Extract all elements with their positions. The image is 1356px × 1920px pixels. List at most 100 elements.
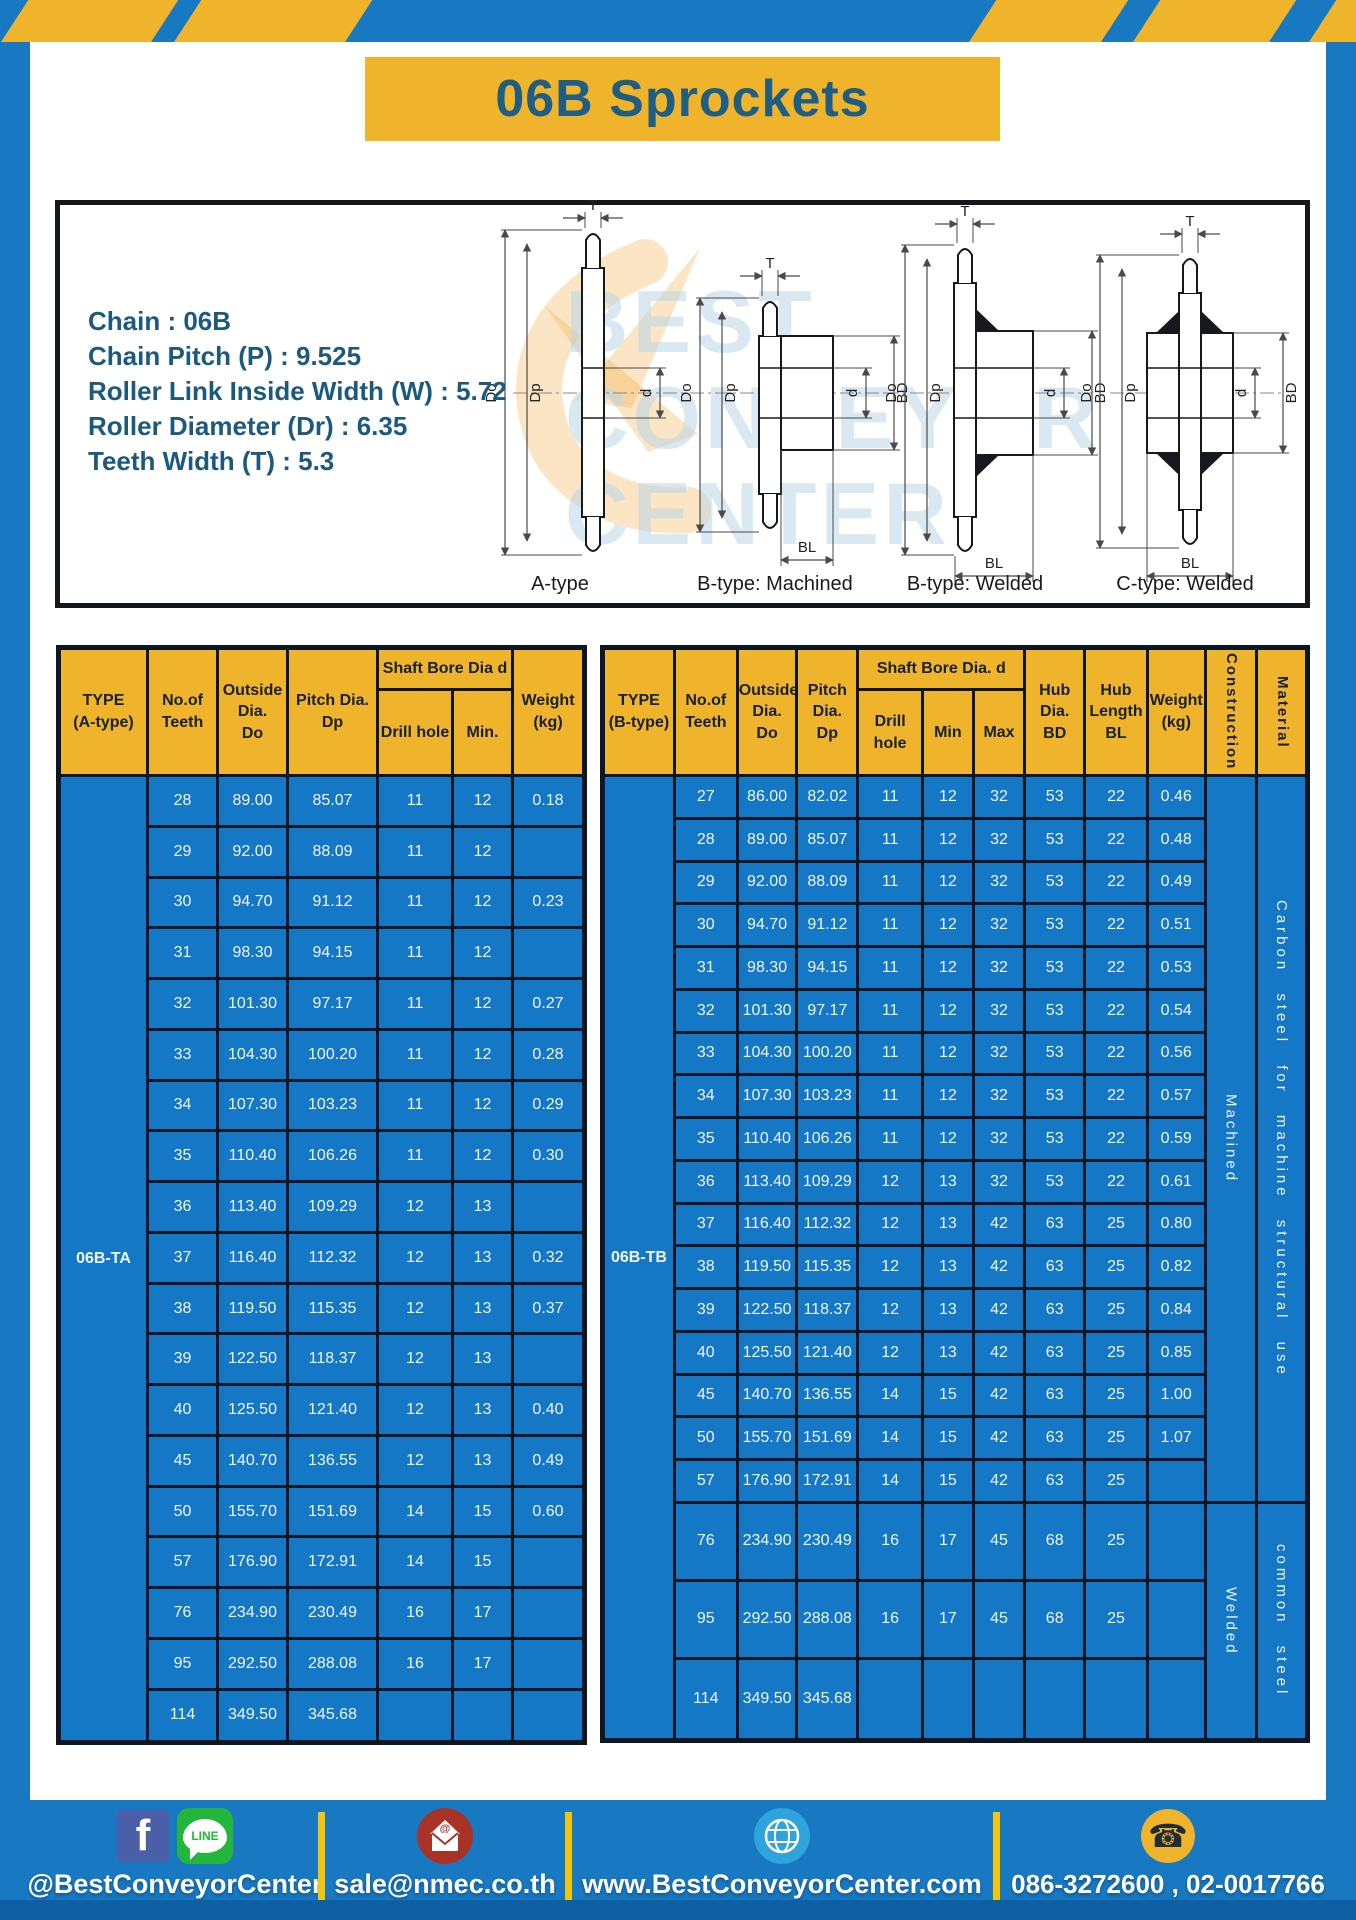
hazard-stripe xyxy=(1305,0,1356,42)
table-row: 35 110.40 106.26 11 12 0.30 xyxy=(59,1129,586,1184)
cell: 85.07 xyxy=(795,816,860,863)
cell: 125.50 xyxy=(735,1329,799,1376)
dim-label-bl: BL xyxy=(985,555,1003,572)
spec-line-roller-width: Roller Link Inside Width (W) : 5.72 xyxy=(88,376,507,406)
table-row: 30 94.70 91.12 11 12 0.23 xyxy=(59,875,586,930)
cell: 13 xyxy=(451,1433,514,1488)
social-handle: @BestConveyorCenter xyxy=(27,1869,323,1899)
cell: 0.18 xyxy=(511,774,586,828)
cell: 118.37 xyxy=(795,1287,860,1333)
cell: 53 xyxy=(1023,945,1087,991)
cell: 45 xyxy=(971,1578,1027,1660)
cell: 12 xyxy=(921,774,975,820)
cell: 32 xyxy=(971,1116,1027,1162)
cell: 0.30 xyxy=(511,1129,586,1184)
top-hazard-bar xyxy=(0,0,1356,42)
col-header-type: TYPE (B-type) xyxy=(601,646,676,777)
cell: 63 xyxy=(1023,1244,1087,1290)
cell: 31 xyxy=(672,945,739,991)
cell: 12 xyxy=(376,1383,454,1437)
cell: 11 xyxy=(856,902,925,948)
cell: 53 xyxy=(1023,816,1087,863)
cell: 32 xyxy=(971,1073,1027,1119)
cell: 13 xyxy=(921,1201,975,1248)
cell: 91.12 xyxy=(286,875,379,930)
cell xyxy=(511,1332,586,1387)
table-row: 114 349.50 345.68 xyxy=(59,1687,586,1745)
cell: 12 xyxy=(856,1287,925,1333)
table-row: 37 116.40 112.32 12 13 42 63 25 0.80 xyxy=(603,1201,1308,1248)
cell: 16 xyxy=(856,1578,925,1660)
cell: 106.26 xyxy=(795,1116,860,1162)
col-header-weight: Weight (kg) xyxy=(1145,646,1207,777)
col-header-outside-dia: Outside Dia. Do xyxy=(735,646,799,777)
cell: 57 xyxy=(672,1458,739,1504)
cell: 98.30 xyxy=(735,945,799,991)
cell: 15 xyxy=(451,1484,514,1539)
cell: 11 xyxy=(376,774,454,828)
col-header-teeth: No.of Teeth xyxy=(672,646,739,777)
col-header-construction: Construction xyxy=(1203,646,1259,777)
cell: 53 xyxy=(1023,902,1087,948)
cell: 116.40 xyxy=(735,1201,799,1248)
cell: 33 xyxy=(146,1027,219,1082)
cell: 25 xyxy=(1083,1415,1149,1461)
cell: 30 xyxy=(146,875,219,930)
cell: 16 xyxy=(376,1586,454,1641)
table-row: 36 113.40 109.29 12 13 32 53 22 0.61 xyxy=(603,1158,1308,1205)
hazard-stripe xyxy=(0,0,181,42)
cell: 109.29 xyxy=(286,1180,379,1234)
cell: 12 xyxy=(856,1244,925,1290)
cell: 12 xyxy=(451,875,514,930)
cell: 345.68 xyxy=(795,1656,860,1743)
cell: 68 xyxy=(1023,1578,1087,1660)
cell: 12 xyxy=(451,1129,514,1184)
table-row: 39 122.50 118.37 12 13 42 63 25 0.84 xyxy=(603,1287,1308,1333)
caption-c-type-welded: C-type: Welded xyxy=(1116,573,1253,595)
cell: 12 xyxy=(376,1180,454,1234)
cell: 22 xyxy=(1083,859,1149,906)
footer-section-phone: ☎ 086-3272600 , 02-0017766 xyxy=(1003,1806,1333,1900)
cell: 11 xyxy=(856,945,925,991)
table-row: 32 101.30 97.17 11 12 0.27 xyxy=(59,977,586,1031)
sprocket-diagrams: TDoDpdTDoDpdBDBLTDoDpdBDBLTDoDpdBDBL xyxy=(483,200,1300,582)
col-header-min: Min. xyxy=(451,688,514,777)
cell: 86.00 xyxy=(735,774,799,820)
cell: 42 xyxy=(971,1415,1027,1461)
dim-label-do: Do xyxy=(1078,383,1095,402)
caption-a-type: A-type xyxy=(531,573,589,595)
cell xyxy=(511,824,586,879)
cell: 16 xyxy=(376,1637,454,1691)
cell: 155.70 xyxy=(735,1415,799,1461)
cell: 0.85 xyxy=(1145,1329,1207,1376)
cell: 97.17 xyxy=(286,977,379,1031)
cell xyxy=(1145,1578,1207,1660)
cell: 42 xyxy=(971,1372,1027,1419)
cell: 0.60 xyxy=(511,1484,586,1539)
cell: 94.15 xyxy=(795,945,860,991)
cell: 12 xyxy=(451,977,514,1031)
cell: 116.40 xyxy=(216,1230,289,1285)
cell: 12 xyxy=(856,1329,925,1376)
table-row: 95 292.50 288.08 16 17 45 68 25 xyxy=(603,1578,1308,1660)
cell: 125.50 xyxy=(216,1383,289,1437)
cell: 11 xyxy=(856,1116,925,1162)
col-header-drill-hole: Drill hole xyxy=(376,688,454,777)
spec-list: Chain : 06B Chain Pitch (P) : 9.525 Roll… xyxy=(88,304,507,479)
cell: 14 xyxy=(856,1372,925,1419)
table-a: TYPE (A-type) No.of Teeth Outside Dia. D… xyxy=(56,645,587,1745)
cell: 39 xyxy=(672,1287,739,1333)
cell: 42 xyxy=(971,1458,1027,1504)
cell: 32 xyxy=(971,816,1027,863)
type-label: 06B-TB xyxy=(601,774,676,1742)
cell: 14 xyxy=(856,1415,925,1461)
footer-divider xyxy=(318,1812,325,1900)
footer-divider xyxy=(565,1812,572,1900)
cell: 17 xyxy=(921,1500,975,1582)
table-row: 33 104.30 100.20 11 12 32 53 22 0.56 xyxy=(603,1030,1308,1077)
cell: 107.30 xyxy=(735,1073,799,1119)
cell: 12 xyxy=(376,1281,454,1336)
cell: 12 xyxy=(376,1332,454,1387)
cell xyxy=(1145,1656,1207,1743)
cell: 140.70 xyxy=(735,1372,799,1419)
